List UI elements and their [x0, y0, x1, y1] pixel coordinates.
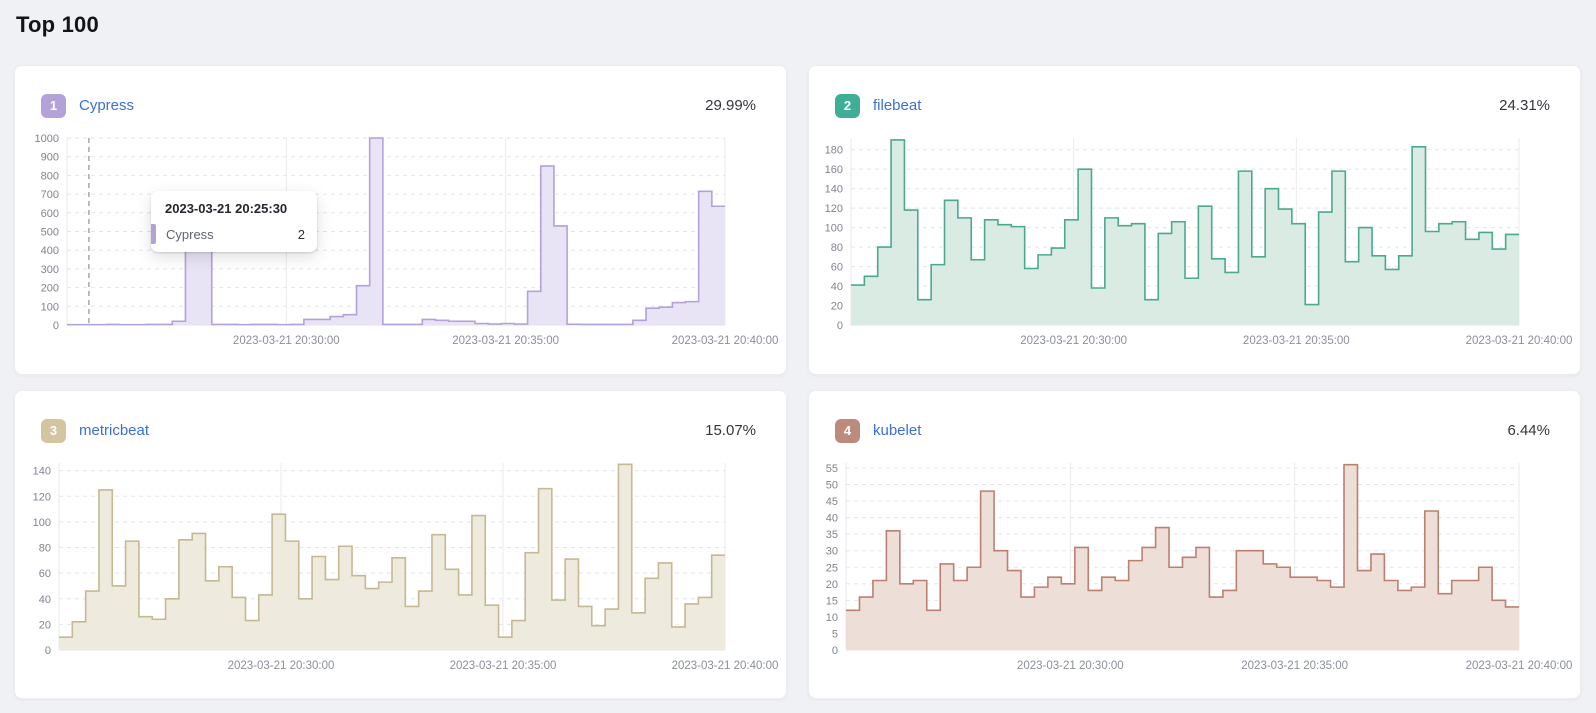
svg-text:20: 20	[39, 619, 51, 631]
tooltip-series-value: 2	[297, 226, 305, 242]
svg-text:35: 35	[826, 529, 838, 541]
svg-text:5: 5	[832, 628, 838, 640]
card-header: 3 metricbeat 15.07%	[15, 419, 786, 443]
svg-text:2023-03-21 20:35:00: 2023-03-21 20:35:00	[1243, 335, 1350, 347]
svg-text:400: 400	[41, 245, 59, 257]
chart-area[interactable]: 0 20 40 60 80 100 120 140 2023-03-21 20:30:00 202…	[15, 391, 788, 700]
svg-text:100: 100	[33, 517, 51, 529]
chart-area[interactable]: 0 20 40 60 80 100 120 140 160 180 2023-03-21 20:30…	[809, 66, 1582, 376]
svg-text:140: 140	[825, 184, 843, 196]
chart-tooltip: 2023-03-21 20:25:30 Cypress 2	[151, 191, 317, 252]
svg-text:45: 45	[826, 496, 838, 508]
svg-text:50: 50	[826, 480, 838, 492]
svg-text:500: 500	[41, 227, 59, 239]
chart-area[interactable]: 0 100 200 300 400 500 600 700 800 900 1000 2023-03-…	[15, 66, 788, 376]
svg-text:700: 700	[41, 189, 59, 201]
svg-text:120: 120	[825, 203, 843, 215]
svg-text:2023-03-21 20:30:00: 2023-03-21 20:30:00	[228, 660, 335, 672]
tooltip-series-label: Cypress	[166, 226, 214, 242]
card-header: 1 Cypress 29.99%	[15, 94, 786, 118]
svg-text:100: 100	[825, 223, 843, 235]
svg-text:2023-03-21 20:35:00: 2023-03-21 20:35:00	[452, 335, 559, 347]
svg-text:40: 40	[39, 594, 51, 606]
percent-value: 6.44%	[1507, 422, 1550, 439]
svg-text:30: 30	[826, 546, 838, 558]
rank-badge: 1	[41, 94, 66, 118]
svg-text:2023-03-21 20:40:00: 2023-03-21 20:40:00	[1466, 660, 1573, 672]
svg-text:40: 40	[826, 513, 838, 525]
chart-card-cypress: 1 Cypress 29.99% 0 100 200 300 400 500 600 700 8…	[14, 65, 787, 375]
tooltip-series-marker	[151, 224, 156, 244]
svg-text:2023-03-21 20:40:00: 2023-03-21 20:40:00	[1466, 335, 1573, 347]
svg-text:2023-03-21 20:40:00: 2023-03-21 20:40:00	[672, 335, 779, 347]
svg-text:1000: 1000	[35, 133, 59, 145]
svg-text:2023-03-21 20:30:00: 2023-03-21 20:30:00	[1017, 660, 1124, 672]
svg-text:120: 120	[33, 491, 51, 503]
svg-text:15: 15	[826, 595, 838, 607]
card-header: 2 filebeat 24.31%	[809, 94, 1580, 118]
chart-card-kubelet: 4 kubelet 6.44% 0 5 10 15 20 25 30 35 40 45 50 55 20…	[808, 390, 1581, 699]
svg-text:900: 900	[41, 152, 59, 164]
svg-text:180: 180	[825, 145, 843, 157]
svg-text:40: 40	[831, 281, 843, 293]
svg-text:2023-03-21 20:35:00: 2023-03-21 20:35:00	[1241, 660, 1348, 672]
svg-text:160: 160	[825, 164, 843, 176]
percent-value: 29.99%	[705, 97, 756, 114]
series-name-link[interactable]: filebeat	[873, 97, 922, 114]
series-name-link[interactable]: kubelet	[873, 422, 922, 439]
svg-text:60: 60	[39, 568, 51, 580]
card-header: 4 kubelet 6.44%	[809, 419, 1580, 443]
svg-text:0: 0	[53, 320, 59, 332]
tooltip-timestamp: 2023-03-21 20:25:30	[165, 201, 288, 216]
tooltip-row: Cypress 2	[151, 223, 317, 245]
svg-text:300: 300	[41, 264, 59, 276]
page-title: Top 100	[16, 12, 99, 37]
svg-text:60: 60	[831, 262, 843, 274]
rank-badge: 3	[41, 419, 66, 443]
svg-text:800: 800	[41, 170, 59, 182]
svg-text:100: 100	[41, 301, 59, 313]
svg-text:0: 0	[832, 645, 838, 657]
percent-value: 24.31%	[1499, 97, 1550, 114]
svg-text:25: 25	[826, 562, 838, 574]
svg-text:20: 20	[831, 301, 843, 313]
chart-card-metricbeat: 3 metricbeat 15.07% 0 20 40 60 80 100 120 140 20…	[14, 390, 787, 699]
series-name-link[interactable]: Cypress	[79, 97, 135, 114]
svg-text:200: 200	[41, 283, 59, 295]
svg-text:0: 0	[837, 320, 843, 332]
percent-value: 15.07%	[705, 422, 756, 439]
svg-text:0: 0	[45, 645, 51, 657]
svg-text:55: 55	[826, 463, 838, 475]
svg-text:140: 140	[33, 466, 51, 478]
rank-badge: 4	[835, 419, 860, 443]
svg-text:600: 600	[41, 208, 59, 220]
svg-text:2023-03-21 20:30:00: 2023-03-21 20:30:00	[1020, 335, 1127, 347]
chart-area[interactable]: 0 5 10 15 20 25 30 35 40 45 50 55 2023-03-21 20:30:0…	[809, 391, 1582, 700]
svg-text:2023-03-21 20:40:00: 2023-03-21 20:40:00	[672, 660, 779, 672]
series-name-link[interactable]: metricbeat	[79, 422, 150, 439]
svg-text:2023-03-21 20:30:00: 2023-03-21 20:30:00	[233, 335, 340, 347]
svg-text:10: 10	[826, 612, 838, 624]
svg-text:80: 80	[831, 242, 843, 254]
rank-badge: 2	[835, 94, 860, 118]
svg-text:2023-03-21 20:35:00: 2023-03-21 20:35:00	[450, 660, 557, 672]
svg-text:80: 80	[39, 543, 51, 555]
chart-card-filebeat: 2 filebeat 24.31% 0 20 40 60 80 100 120 140 160 1…	[808, 65, 1581, 375]
svg-text:20: 20	[826, 579, 838, 591]
